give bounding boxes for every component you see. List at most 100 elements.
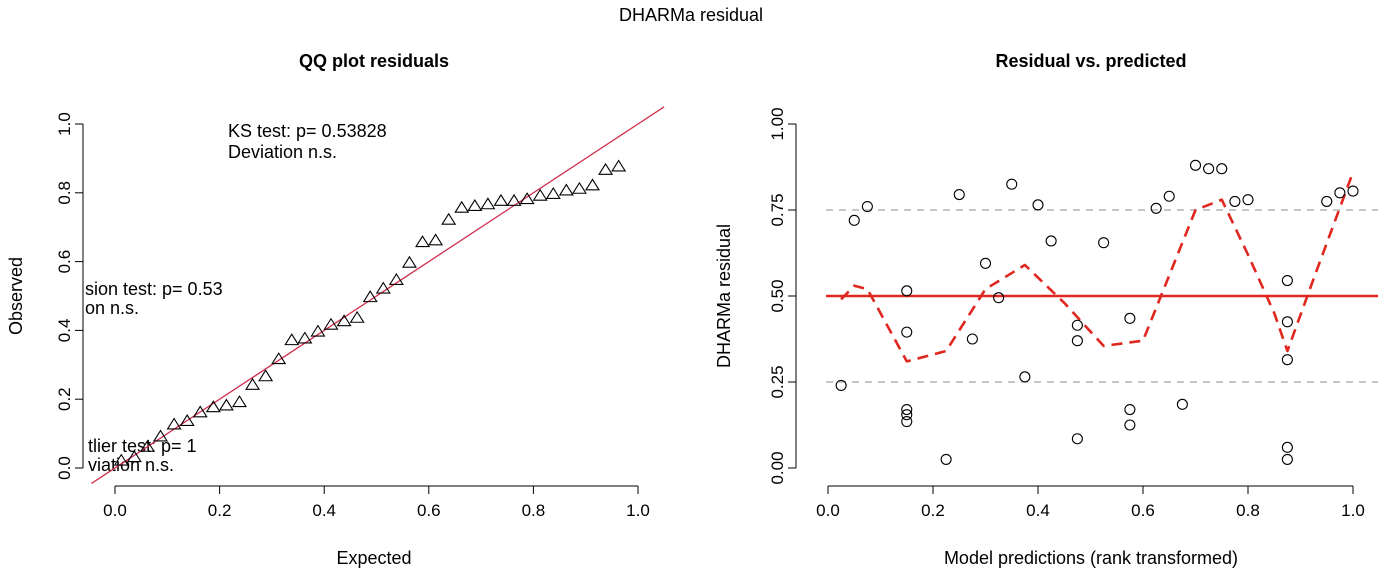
residual-point xyxy=(1098,237,1110,249)
qq-plot-panel: QQ plot residuals Expected Observed KS t… xyxy=(6,51,665,568)
ks-test-text: KS test: p= 0.53828 xyxy=(228,121,387,141)
residual-point xyxy=(1229,195,1241,207)
qq-plot-ylabel: Observed xyxy=(6,257,26,335)
outlier-test-text: tlier test: p= 1 xyxy=(88,436,197,456)
residual-plot-xlabel: Model predictions (rank transformed) xyxy=(944,548,1238,568)
qq-point-triangle xyxy=(532,188,548,201)
qq-point-triangle xyxy=(375,281,391,294)
qq-point-triangle xyxy=(139,439,155,452)
qq-point-triangle xyxy=(297,331,313,344)
residual-point xyxy=(1189,159,1202,171)
qq-plot-x-tick-label: 1.0 xyxy=(626,501,650,520)
qq-point-triangle xyxy=(467,199,483,212)
qq-point-triangle xyxy=(231,395,247,408)
residual-plot-ylabel: DHARMa residual xyxy=(714,224,734,368)
residual-point xyxy=(1321,195,1333,207)
residual-point xyxy=(1334,187,1346,199)
residual-point xyxy=(901,409,913,421)
residual-point xyxy=(1281,354,1293,366)
residual-point xyxy=(1347,185,1359,197)
ks-deviation-text: Deviation n.s. xyxy=(228,142,337,162)
residual-plot-x-tick-label: 0.8 xyxy=(1236,501,1260,520)
figure-title: DHARMa residual xyxy=(619,5,763,25)
qq-plot-x-tick-label: 0.8 xyxy=(522,501,546,520)
residual-point xyxy=(1032,199,1044,211)
residual-point xyxy=(966,333,978,345)
qq-plot-y-tick-label: 0.6 xyxy=(55,250,74,274)
residual-plot-x-tick-label: 0.2 xyxy=(921,501,945,520)
qq-point-triangle xyxy=(519,192,535,205)
qq-plot-y-tick-label: 0.8 xyxy=(55,181,74,205)
residual-plot-y-tick-label: 0.50 xyxy=(768,279,787,312)
residual-point xyxy=(1281,453,1293,465)
residual-point xyxy=(1163,190,1175,202)
residual-plot-title: Residual vs. predicted xyxy=(995,51,1186,71)
residual-point xyxy=(901,416,913,428)
residual-point xyxy=(848,214,860,226)
residual-point xyxy=(953,188,965,201)
qq-point-triangle xyxy=(558,183,574,196)
qq-point-triangle xyxy=(506,193,522,206)
qq-plot-x-tick-label: 0.0 xyxy=(103,501,127,520)
residual-plot-x-tick-label: 0.6 xyxy=(1131,501,1155,520)
qq-point-triangle xyxy=(153,429,168,442)
qq-point-triangle xyxy=(166,417,182,430)
qq-point-triangle xyxy=(258,369,274,382)
residual-plot-y-tick-label: 0.00 xyxy=(768,451,787,484)
qq-point-triangle xyxy=(349,310,365,323)
residual-point xyxy=(1176,398,1188,410)
qq-point-triangle xyxy=(362,290,378,303)
residual-point xyxy=(979,257,992,269)
residual-point xyxy=(901,285,913,297)
residual-point xyxy=(1124,403,1136,416)
residual-point xyxy=(1045,235,1057,247)
residual-plot-x-tick-label: 0.0 xyxy=(816,501,840,520)
residual-point xyxy=(1281,274,1293,287)
qq-point-triangle xyxy=(611,159,627,172)
residual-point xyxy=(1216,163,1228,175)
qq-point-triangle xyxy=(428,233,444,246)
residual-point xyxy=(1071,319,1083,331)
qq-point-triangle xyxy=(218,398,234,411)
qq-plot-x-tick-label: 0.6 xyxy=(417,501,441,520)
residual-plot-y-tick-label: 0.75 xyxy=(768,193,787,226)
dispersion-deviation-text: on n.s. xyxy=(85,298,139,318)
residual-point xyxy=(1281,316,1293,328)
residual-point xyxy=(901,403,913,416)
residual-plot-y-tick-label: 0.25 xyxy=(768,365,787,398)
residual-point xyxy=(1203,163,1215,175)
residual-point xyxy=(901,326,913,338)
residual-point xyxy=(1124,312,1136,324)
qq-plot-x-tick-label: 0.2 xyxy=(208,501,232,520)
qq-plot-y-tick-label: 0.0 xyxy=(55,456,74,480)
qq-point-triangle xyxy=(493,193,509,206)
qq-point-triangle xyxy=(454,200,470,213)
qq-point-triangle xyxy=(480,197,496,210)
qq-plot-y-tick-label: 0.2 xyxy=(55,387,74,411)
qq-point-triangle xyxy=(441,212,457,225)
qq-plot-xlabel: Expected xyxy=(336,548,411,568)
residual-point xyxy=(1242,194,1254,206)
qq-point-triangle xyxy=(179,414,195,427)
qq-point-triangle xyxy=(545,186,561,199)
residual-point xyxy=(1006,178,1018,190)
residual-point xyxy=(1150,202,1162,214)
residual-point xyxy=(1071,335,1083,347)
residual-point xyxy=(1071,433,1083,445)
residual-point xyxy=(861,201,873,213)
qq-point-triangle xyxy=(310,324,326,337)
qq-point-triangle xyxy=(205,400,221,413)
qq-point-triangle xyxy=(245,377,261,390)
qq-reference-line xyxy=(91,106,665,485)
qq-plot-y-tick-label: 1.0 xyxy=(55,112,74,136)
residual-point xyxy=(1019,371,1031,383)
qq-point-triangle xyxy=(401,255,417,268)
qq-plot-y-tick-label: 0.4 xyxy=(55,319,74,343)
qq-point-triangle xyxy=(113,453,129,466)
residual-point xyxy=(993,292,1005,304)
residual-plot-y-tick-label: 1.00 xyxy=(768,107,787,140)
dispersion-test-text: sion test: p= 0.53 xyxy=(85,279,223,299)
residual-point xyxy=(1281,441,1293,453)
qq-point-triangle xyxy=(126,450,142,463)
